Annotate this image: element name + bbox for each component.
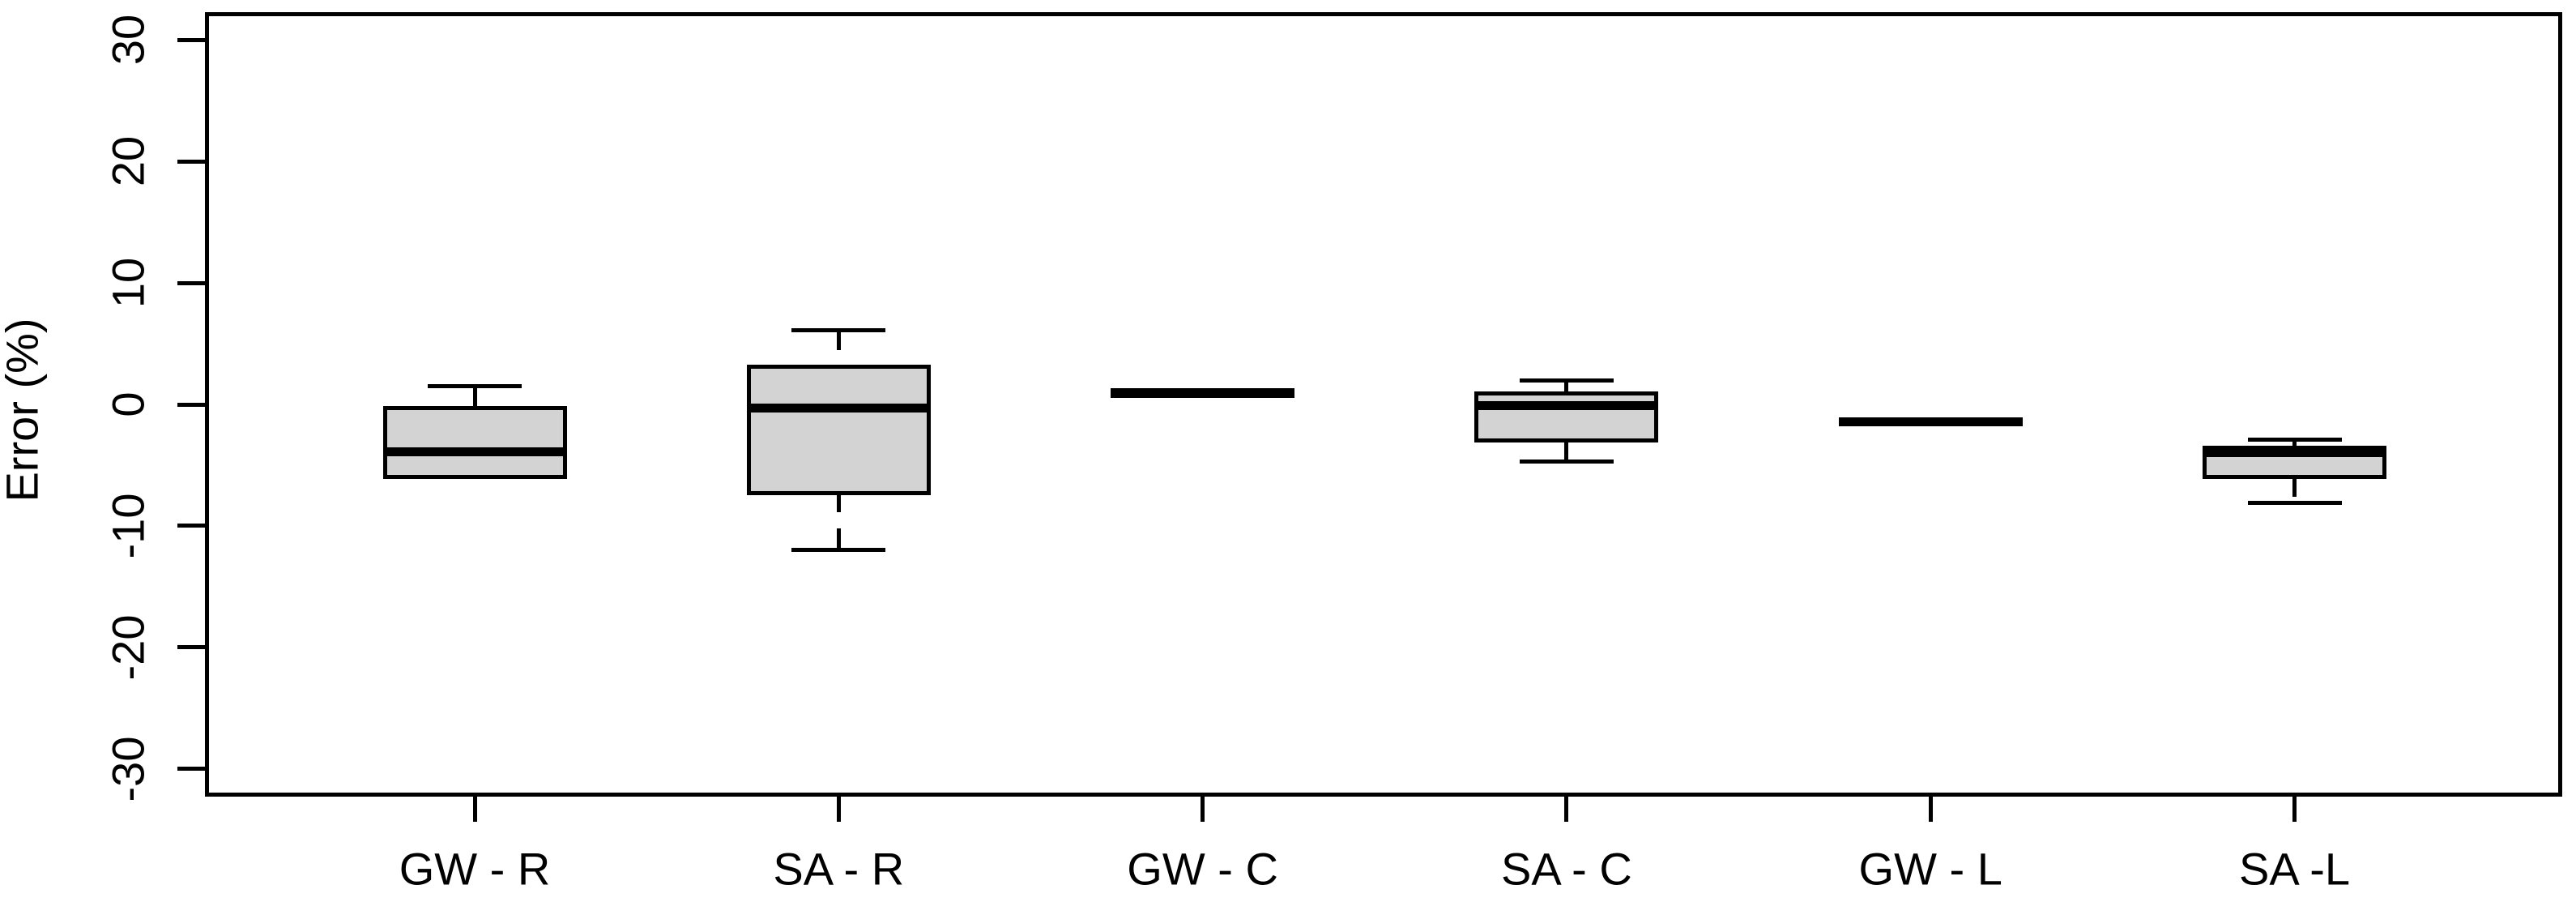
median-sa-r: [746, 403, 931, 413]
median-gw-l: [1838, 417, 2023, 427]
x-tick: [472, 797, 477, 822]
median-gw-c: [1111, 388, 1295, 398]
whisker-cap-upper-sa-r: [791, 328, 886, 333]
box-sa-c: [1474, 391, 1659, 443]
whisker-lower-sa-l: [2292, 477, 2297, 503]
whisker-upper-sa-l: [2292, 439, 2297, 448]
x-tick-label-sa-c: SA - C: [1500, 843, 1632, 895]
x-tick: [1564, 797, 1569, 822]
y-tick: [177, 402, 205, 407]
x-tick: [2292, 797, 2297, 822]
whisker-lower-sa-c: [1564, 440, 1569, 462]
box-gw-r: [382, 405, 567, 480]
y-tick: [177, 645, 205, 650]
box-sa-r: [746, 365, 931, 495]
median-sa-l: [2203, 448, 2386, 458]
y-tick-label: 20: [102, 136, 154, 187]
y-tick-label: -30: [102, 736, 154, 802]
y-tick: [177, 37, 205, 42]
x-tick: [1928, 797, 1933, 822]
median-sa-c: [1474, 400, 1659, 410]
x-tick: [836, 797, 841, 822]
whisker-lower-sa-r: [836, 493, 841, 550]
whisker-cap-lower-sa-c: [1519, 459, 1614, 464]
x-tick-label-gw-r: GW - R: [399, 843, 551, 895]
whisker-upper-sa-c: [1564, 380, 1569, 394]
y-tick-label: 10: [102, 257, 154, 309]
x-tick-label-sa-r: SA - R: [773, 843, 905, 895]
x-tick: [1201, 797, 1205, 822]
y-tick: [177, 159, 205, 164]
y-tick-label: 30: [102, 15, 154, 66]
y-tick-label: 0: [102, 391, 154, 417]
whisker-upper-gw-r: [472, 386, 477, 408]
whisker-cap-upper-gw-r: [428, 384, 522, 389]
plot-frame: [205, 12, 2562, 797]
median-gw-r: [382, 447, 567, 456]
y-tick-label: -10: [102, 493, 154, 559]
x-tick-label-sa-l: SA -L: [2239, 843, 2350, 895]
x-tick-label-gw-l: GW - L: [1858, 843, 2002, 895]
y-tick-label: -20: [102, 614, 154, 681]
y-axis-title: Error (%): [0, 318, 48, 502]
whisker-cap-upper-sa-c: [1519, 378, 1614, 383]
whisker-cap-upper-sa-l: [2247, 437, 2342, 442]
whisker-cap-lower-sa-r: [791, 548, 886, 553]
whisker-cap-lower-sa-l: [2247, 500, 2342, 505]
y-tick: [177, 767, 205, 772]
x-tick-label-gw-c: GW - C: [1127, 843, 1278, 895]
y-tick: [177, 280, 205, 285]
y-tick: [177, 524, 205, 528]
whisker-upper-sa-r: [836, 330, 841, 367]
